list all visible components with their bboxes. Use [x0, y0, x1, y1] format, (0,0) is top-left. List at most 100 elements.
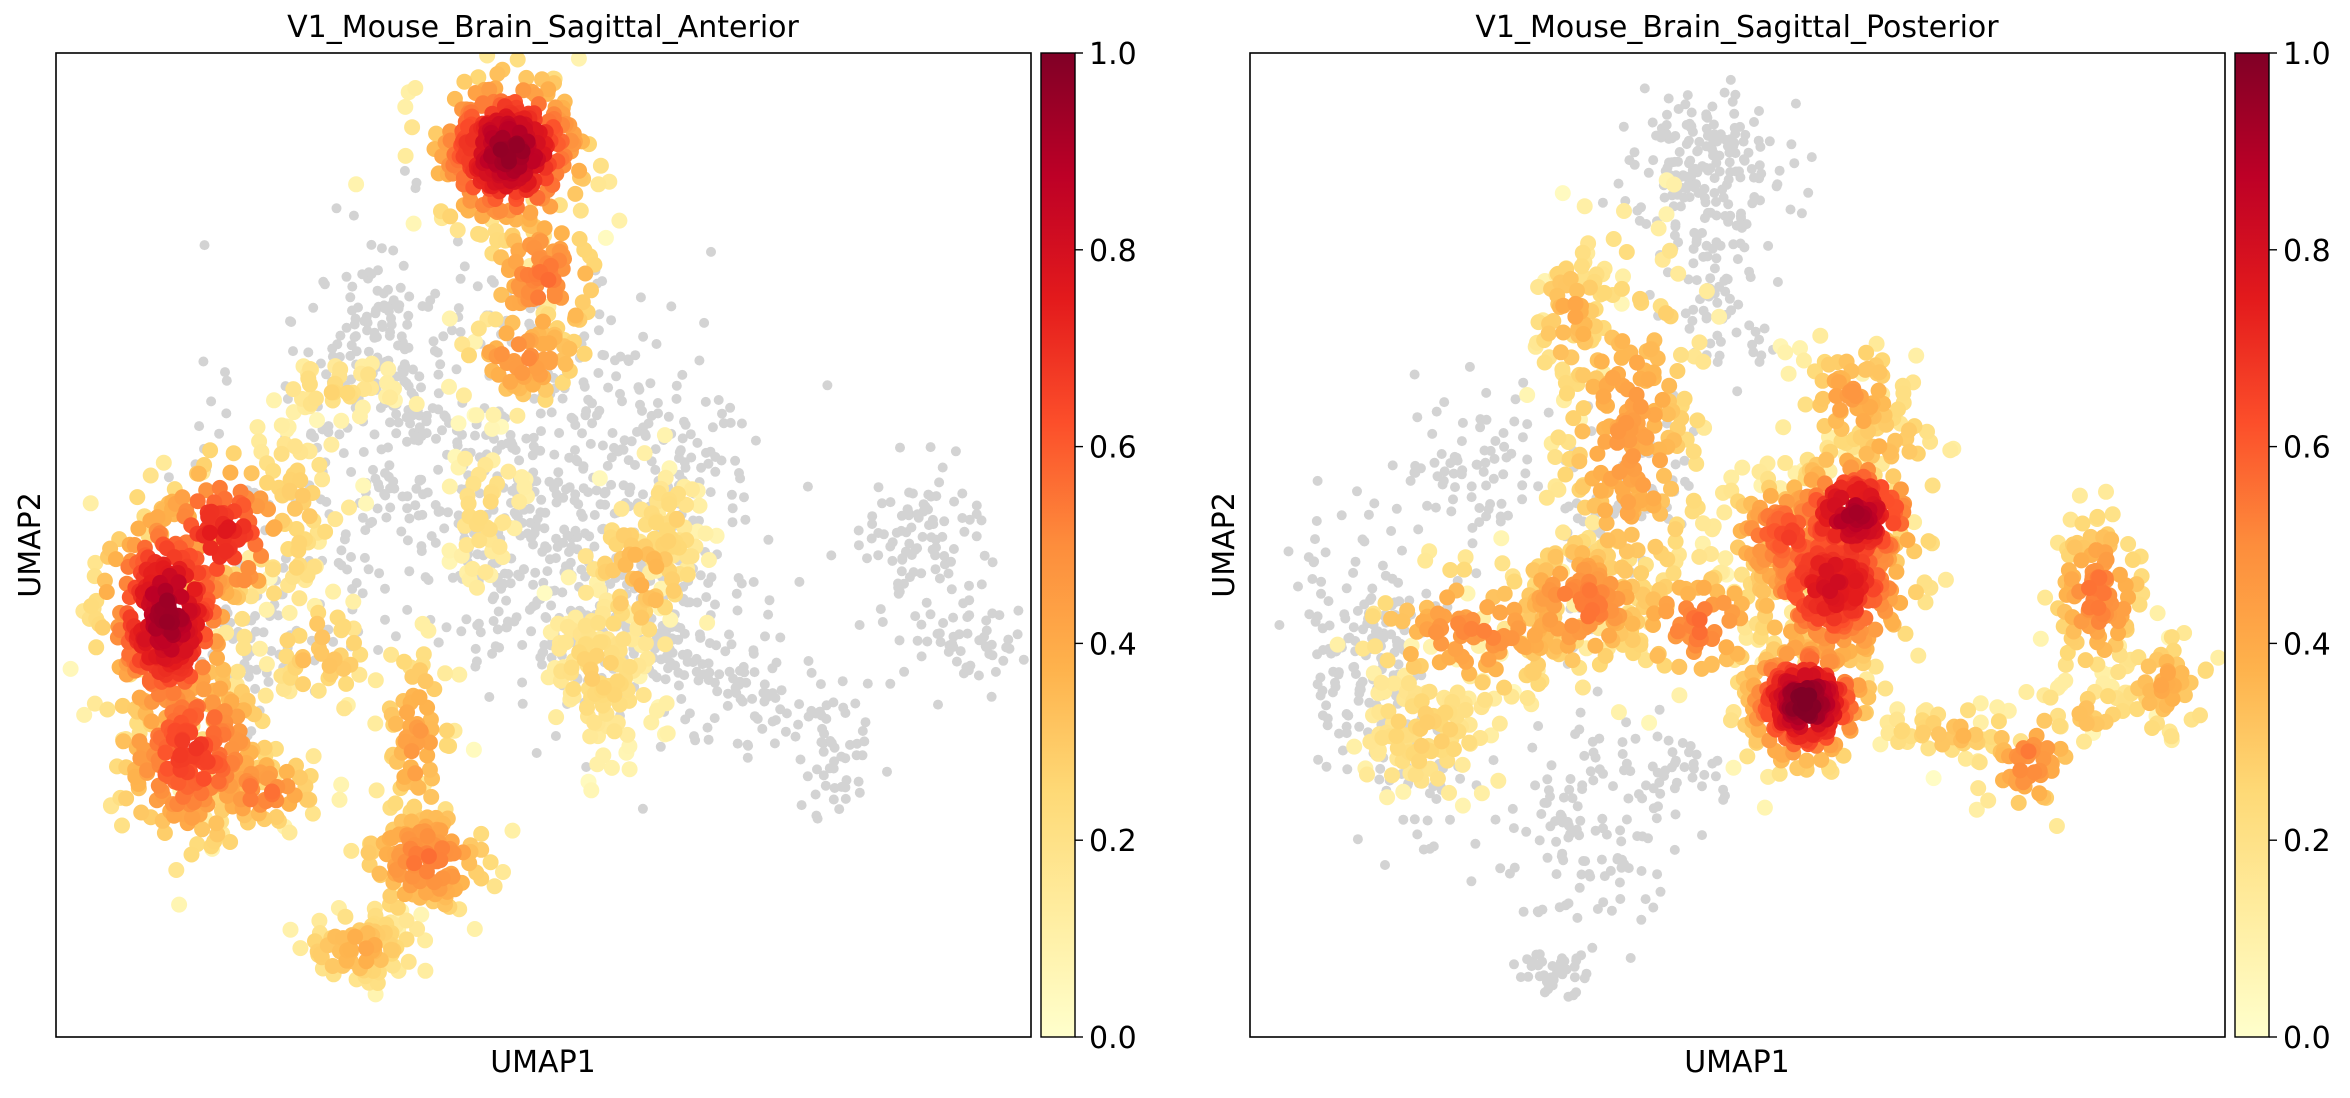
background-point: [439, 523, 449, 533]
background-point: [1364, 510, 1374, 520]
background-point: [676, 694, 686, 704]
background-point: [885, 542, 895, 552]
expression-point: [1647, 539, 1663, 555]
background-point: [874, 482, 884, 492]
background-point: [1622, 815, 1632, 825]
expression-point: [1624, 527, 1640, 543]
expression-point: [1901, 422, 1917, 438]
expression-point: [505, 823, 521, 839]
background-point: [1471, 568, 1481, 578]
background-point: [749, 649, 759, 659]
background-point: [474, 619, 484, 629]
background-point: [1506, 449, 1516, 459]
expression-point: [200, 509, 216, 525]
background-point: [487, 275, 497, 285]
background-point: [391, 631, 401, 641]
background-point: [200, 240, 210, 250]
background-point: [1353, 834, 1363, 844]
background-point: [1342, 709, 1352, 719]
background-point: [320, 279, 330, 289]
expression-point: [2078, 652, 2094, 668]
background-point: [1432, 407, 1442, 417]
expression-point: [1667, 521, 1683, 537]
background-point: [1637, 866, 1647, 876]
expression-point: [1565, 652, 1581, 668]
background-point: [834, 804, 844, 814]
background-point: [1378, 561, 1388, 571]
background-point: [922, 637, 932, 647]
expression-point: [168, 862, 184, 878]
expression-point: [573, 203, 589, 219]
background-point: [1747, 340, 1757, 350]
background-point: [306, 428, 316, 438]
background-point: [934, 477, 944, 487]
background-point: [1564, 502, 1574, 512]
background-point: [1523, 972, 1533, 982]
expression-point: [657, 427, 673, 443]
expression-point: [473, 510, 489, 526]
background-point: [1535, 835, 1545, 845]
expression-point: [309, 412, 325, 428]
background-point: [1019, 655, 1029, 665]
background-point: [1498, 469, 1508, 479]
panel-posterior: V1_Mouse_Brain_Sagittal_Posterior UMAP1 …: [1207, 10, 2331, 1080]
background-point: [714, 395, 724, 405]
background-point: [398, 492, 408, 502]
expression-point: [382, 888, 398, 904]
expression-point: [1577, 198, 1593, 214]
expression-point: [451, 415, 467, 431]
background-point: [892, 528, 902, 538]
expression-point: [577, 266, 593, 282]
background-point: [404, 514, 414, 524]
background-point: [1648, 762, 1658, 772]
expression-point: [606, 723, 622, 739]
background-point: [351, 331, 361, 341]
background-point: [501, 596, 511, 606]
expression-point: [422, 762, 438, 778]
background-point: [1293, 582, 1303, 592]
background-point: [511, 510, 521, 520]
background-point: [494, 607, 504, 617]
expression-point: [274, 446, 290, 462]
background-point: [1499, 428, 1509, 438]
expression-point: [1666, 565, 1682, 581]
background-point: [571, 526, 581, 536]
background-point: [371, 305, 381, 315]
background-point: [1313, 755, 1323, 765]
background-point: [1551, 837, 1561, 847]
background-point: [1531, 950, 1541, 960]
background-point: [854, 777, 864, 787]
background-point: [1674, 104, 1684, 114]
background-point: [1711, 771, 1721, 781]
background-point: [1613, 853, 1623, 863]
y-axis-label: UMAP2: [13, 492, 48, 598]
background-point: [1671, 219, 1681, 229]
expression-point: [439, 737, 455, 753]
background-point: [653, 398, 663, 408]
background-point: [517, 640, 527, 650]
expression-point: [509, 137, 525, 153]
expression-point: [1430, 771, 1446, 787]
expression-point: [613, 595, 629, 611]
background-point: [1427, 429, 1437, 439]
background-point: [1608, 781, 1618, 791]
expression-point: [409, 396, 425, 412]
expression-point: [622, 659, 638, 675]
expression-point: [1411, 753, 1427, 769]
expression-point: [1671, 687, 1687, 703]
background-point: [518, 699, 528, 709]
background-point: [1552, 869, 1562, 879]
expression-point: [537, 585, 553, 601]
expression-point: [1938, 572, 1954, 588]
background-point: [577, 428, 587, 438]
background-point: [1564, 785, 1574, 795]
expression-point: [1380, 652, 1396, 668]
expression-point: [343, 843, 359, 859]
expression-point: [1980, 793, 1996, 809]
background-point: [1606, 866, 1616, 876]
background-point: [1694, 188, 1704, 198]
background-point: [578, 512, 588, 522]
background-point: [410, 500, 420, 510]
background-point: [765, 595, 775, 605]
expression-point: [1970, 780, 1986, 796]
